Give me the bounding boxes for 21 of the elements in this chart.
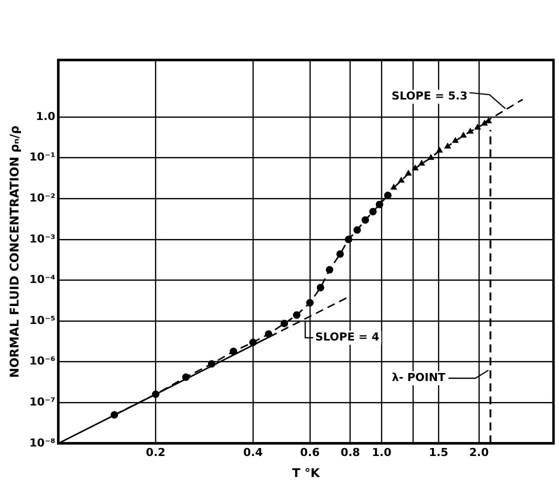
- x-tick-label: 0.4: [243, 446, 264, 459]
- x-axis-title: T °K: [292, 466, 320, 480]
- y-tick-label: 10⁻¹: [29, 150, 56, 164]
- annotation: SLOPE = 5.3: [392, 90, 468, 103]
- y-tick-label: 1.0: [36, 110, 56, 123]
- x-tick-label: 0.6: [300, 446, 320, 459]
- x-tick-label: 1.0: [372, 446, 392, 459]
- x-tick-label: 0.8: [340, 446, 360, 459]
- y-tick-label: 10⁻⁸: [29, 436, 56, 450]
- y-tick-label: 10⁻⁵: [29, 314, 56, 327]
- y-tick-label: 10⁻⁷: [29, 395, 56, 408]
- x-tick-label: 0.2: [146, 446, 166, 459]
- x-tick-label: 1.5: [428, 446, 448, 459]
- ref-line-label: λ- POINT: [392, 371, 446, 384]
- y-tick-label: 10⁻⁶: [29, 354, 56, 368]
- x-tick-label: 2.0: [469, 446, 490, 459]
- y-tick-label: 10⁻³: [29, 232, 56, 246]
- y-tick-label: 10⁻⁴: [29, 273, 56, 286]
- annotation: SLOPE = 4: [315, 330, 380, 344]
- y-axis-title: NORMAL FLUID CONCENTRATION ρₙ/ρ: [7, 125, 22, 378]
- y-tick-label: 10⁻²: [29, 191, 56, 204]
